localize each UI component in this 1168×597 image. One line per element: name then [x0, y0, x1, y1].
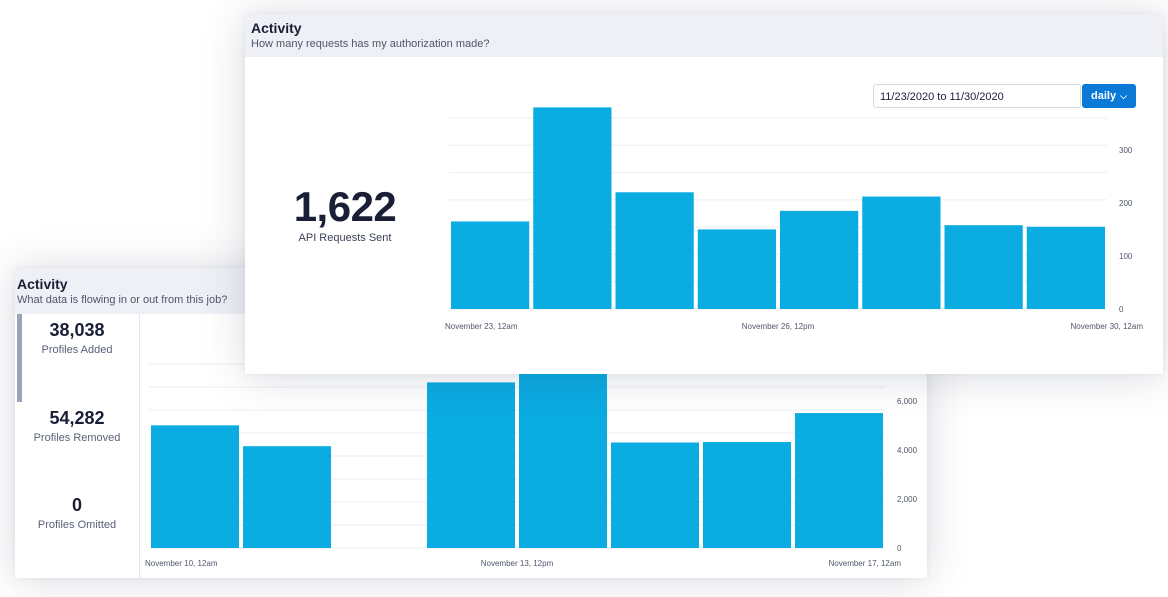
x-tick-label: November 13, 12pm	[481, 559, 554, 568]
y-tick-label: 200	[1119, 199, 1133, 208]
bar[interactable]	[519, 371, 607, 548]
x-tick-label: November 10, 12am	[145, 559, 218, 568]
date-range-input[interactable]: 11/23/2020 to 11/30/2020	[873, 84, 1081, 108]
interval-dropdown-button[interactable]: daily ⌵	[1082, 84, 1136, 108]
api-requests-label: API Requests Sent	[298, 232, 392, 244]
card-title: Activity	[17, 276, 68, 292]
x-tick-label: November 30, 12am	[1071, 322, 1144, 331]
stat-value: 0	[71, 495, 82, 515]
bar[interactable]	[151, 425, 239, 548]
stat-label: Profiles Removed	[33, 432, 121, 444]
stat-profiles-removed[interactable]: 54,282 Profiles Removed	[15, 408, 139, 444]
x-tick-label: November 17, 12am	[829, 559, 902, 568]
y-tick-label: 0	[1119, 305, 1124, 314]
y-tick-label: 4,000	[897, 446, 918, 455]
card-header: Activity How many requests has my author…	[245, 14, 1163, 57]
selected-stat-indicator	[17, 314, 22, 402]
card-title: Activity	[251, 20, 302, 36]
bar[interactable]	[533, 107, 612, 309]
y-tick-label: 300	[1119, 146, 1133, 155]
api-requests-value: 1,622	[293, 183, 397, 230]
bar[interactable]	[1026, 226, 1105, 309]
x-tick-label: November 26, 12pm	[742, 322, 815, 331]
bar[interactable]	[944, 225, 1023, 309]
bar[interactable]	[611, 442, 699, 548]
bar[interactable]	[243, 446, 331, 548]
bar[interactable]	[697, 229, 776, 309]
bar[interactable]	[451, 221, 530, 309]
y-tick-label: 2,000	[897, 495, 918, 504]
stat-value: 54,282	[49, 408, 105, 428]
interval-label: daily	[1091, 90, 1117, 102]
y-tick-label: 100	[1119, 252, 1133, 261]
card-subtitle: How many requests has my authorization m…	[251, 38, 490, 50]
bar[interactable]	[795, 413, 883, 548]
stat-profiles-omitted[interactable]: 0 Profiles Omitted	[15, 495, 139, 531]
y-tick-label: 0	[897, 544, 902, 553]
bar[interactable]	[780, 210, 859, 309]
stat-profiles-added[interactable]: 38,038 Profiles Added	[15, 320, 139, 356]
x-tick-label: November 23, 12am	[445, 322, 518, 331]
bar[interactable]	[862, 196, 941, 309]
chevron-down-icon: ⌵	[1120, 91, 1127, 101]
bar[interactable]	[703, 442, 791, 548]
y-tick-label: 6,000	[897, 397, 918, 406]
stat-label: Profiles Omitted	[37, 519, 117, 531]
stats-column: 38,038 Profiles Added 54,282 Profiles Re…	[15, 314, 140, 578]
stat-value: 38,038	[49, 320, 105, 340]
bar[interactable]	[427, 382, 515, 548]
bar[interactable]	[615, 192, 694, 309]
profiles-bar-chart: 0 2,000 4,000 6,000 November 10, 12am Novembe…	[145, 363, 918, 568]
card-subtitle: What data is flowing in or out from this…	[17, 294, 228, 306]
api-requests-bar-chart: 0 100 200 300 November 23, 12am November 26, …	[445, 107, 1144, 331]
authorization-activity-card: Activity How many requests has my author…	[245, 14, 1163, 374]
stat-label: Profiles Added	[41, 344, 113, 356]
api-requests-stat: 1,622 API Requests Sent	[275, 183, 415, 245]
